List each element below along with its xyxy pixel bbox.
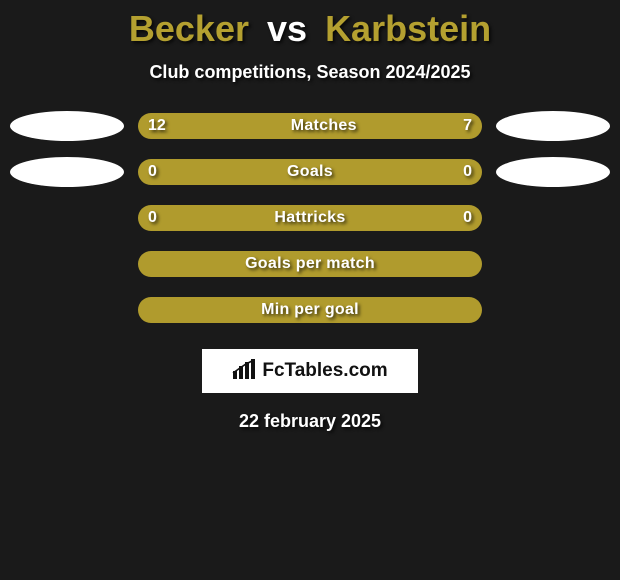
stat-row: 12 7 Matches [0,111,620,157]
stat-label: Goals per match [245,255,375,273]
bar-segment-left [138,159,310,185]
date-label: 22 february 2025 [0,411,620,432]
stat-row: 0 0 Goals [0,157,620,203]
bar-segment-right [344,113,482,139]
stat-rows: 12 7 Matches 0 0 Goals 0 0 Hattricks Goals per ma… [0,111,620,341]
player2-badge [496,157,610,187]
player1-badge [10,111,124,141]
stat-value-left: 12 [148,117,166,135]
stat-label: Matches [291,117,357,135]
logo-bars-icon [232,359,258,384]
stat-value-right: 7 [463,117,472,135]
stat-value-left: 0 [148,163,157,181]
stat-bar: 0 0 Hattricks [138,205,482,231]
logo-box: FcTables.com [202,349,418,393]
stat-value-right: 0 [463,163,472,181]
stat-row: Min per goal [0,295,620,341]
logo-text: FcTables.com [262,360,387,382]
bar-segment-right [310,159,482,185]
stat-value-left: 0 [148,209,157,227]
player2-name: Karbstein [325,8,491,49]
vs-label: vs [267,8,307,49]
stat-bar: 0 0 Goals [138,159,482,185]
stat-bar: 12 7 Matches [138,113,482,139]
stat-value-right: 0 [463,209,472,227]
page-title: Becker vs Karbstein [0,8,620,50]
stat-label: Hattricks [274,209,345,227]
player1-name: Becker [129,8,249,49]
player2-badge [496,111,610,141]
stat-row: 0 0 Hattricks [0,203,620,249]
stat-bar: Min per goal [138,297,482,323]
subtitle: Club competitions, Season 2024/2025 [0,62,620,83]
stat-label: Goals [287,163,333,181]
stat-label: Min per goal [261,301,359,319]
player1-badge [10,157,124,187]
stat-bar: Goals per match [138,251,482,277]
stat-row: Goals per match [0,249,620,295]
comparison-card: Becker vs Karbstein Club competitions, S… [0,0,620,432]
